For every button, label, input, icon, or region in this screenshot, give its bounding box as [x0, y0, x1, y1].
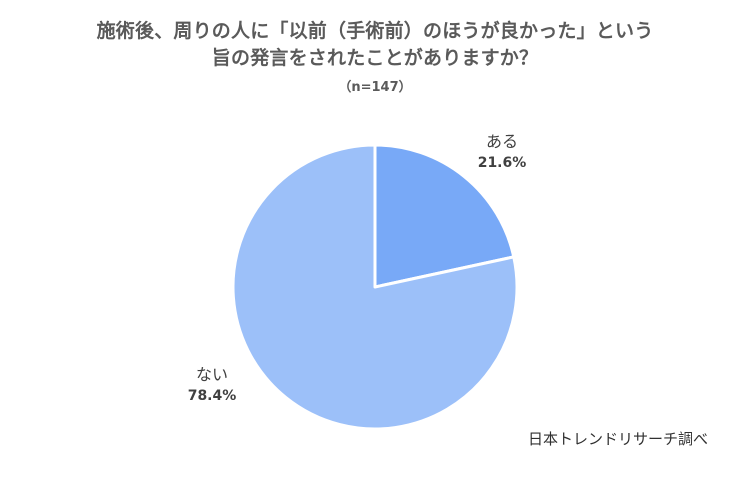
pie-slice-nai — [231, 143, 519, 431]
slice-name-nai: ない — [195, 365, 228, 384]
pie-slice-aru — [373, 143, 516, 289]
chart-subtitle: （n=147） — [338, 80, 412, 95]
chart-title-line-2: 旨の発言をされたことがありますか？ — [211, 47, 539, 69]
source-note: 日本トレンドリサーチ調べ — [527, 430, 708, 448]
slice-value-nai: 78.4% — [187, 388, 237, 404]
slice-name-aru: ある — [485, 132, 518, 151]
slice-label-aru: ある 21.6% — [470, 131, 534, 173]
chart-title-line-1: 施術後、周りの人に「以前（手術前）のほうが良かった」という — [96, 20, 654, 42]
slice-label-nai: ない 78.4% — [180, 364, 244, 406]
slice-value-aru: 21.6% — [477, 155, 527, 171]
